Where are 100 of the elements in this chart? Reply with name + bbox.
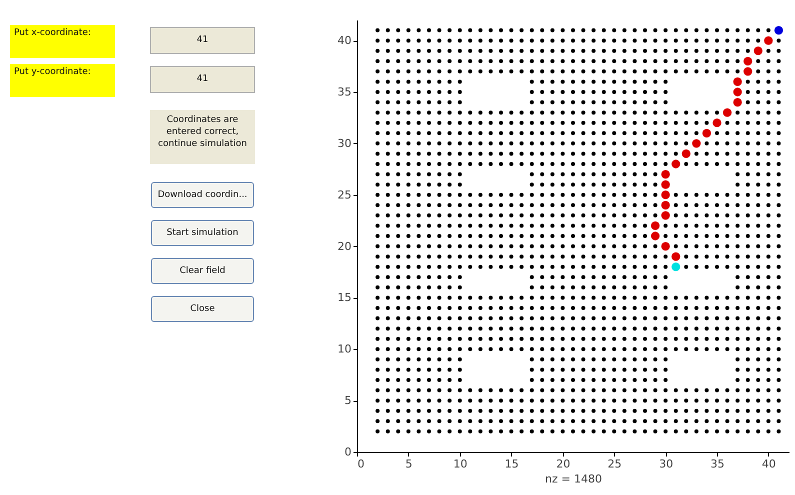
point [448,152,452,156]
point [427,316,431,320]
point [386,59,390,64]
point [776,419,781,424]
point [756,28,760,32]
point [416,131,421,136]
point [704,326,709,331]
point [437,90,442,94]
point [612,326,616,331]
point [509,419,514,424]
point [581,275,586,280]
point [560,59,565,64]
point [684,38,688,43]
point [602,69,606,74]
point [684,192,688,197]
point [694,203,698,208]
point [468,244,472,248]
point [416,80,421,84]
point [650,232,660,240]
point [560,48,565,53]
point [468,38,472,43]
point [540,234,544,238]
point [715,110,719,115]
point [530,224,534,228]
point [664,69,668,74]
point [632,120,637,125]
point [622,59,626,64]
point [694,38,698,43]
point [776,213,781,218]
point [437,182,442,187]
point [664,275,668,280]
point [756,419,760,424]
point [776,141,781,146]
point [386,316,390,320]
point [632,326,637,331]
point [530,192,534,197]
point [653,69,658,74]
point [704,162,709,166]
point [581,326,586,331]
point [427,264,431,269]
point [437,264,442,269]
point [766,203,770,208]
point [643,59,647,64]
point [540,316,544,320]
input-field[interactable]: 41 [150,66,255,93]
point [520,48,524,53]
point [581,213,586,218]
point [386,234,390,238]
point [478,316,482,320]
point [756,275,760,280]
point [643,110,647,115]
point [571,192,575,197]
point [736,131,740,136]
point [478,429,482,434]
point [643,203,647,208]
button[interactable]: Close [151,296,254,322]
point [509,254,514,259]
point [520,38,524,43]
point [622,69,626,74]
point [736,28,740,32]
point [592,398,596,403]
point [746,419,750,424]
point [653,110,658,115]
point [396,357,400,362]
point [766,141,770,146]
point [674,152,678,156]
point [458,182,462,187]
point [520,162,524,166]
point [612,285,616,290]
point [653,398,658,403]
point [694,234,698,238]
point [499,306,503,310]
point [499,213,503,218]
point [448,316,452,320]
point [632,90,637,94]
point [437,120,442,125]
point [612,275,616,280]
point [612,203,616,208]
point [612,28,616,32]
button[interactable]: Download coordin... [151,182,254,208]
point [406,264,410,269]
point [427,306,431,310]
point [396,326,400,331]
point [448,69,452,74]
point [448,172,452,176]
point [643,120,647,125]
point [622,419,626,424]
point [437,368,442,372]
point [766,368,770,372]
button[interactable]: Clear field [151,258,254,284]
point [632,264,637,269]
x-tick-label: 5 [405,458,412,470]
button[interactable]: Start simulation [151,220,254,246]
point [581,203,586,208]
point [664,306,668,310]
point [458,162,462,166]
point [550,192,554,197]
point [416,244,421,248]
input-field[interactable]: 41 [150,27,255,54]
point [386,90,390,94]
